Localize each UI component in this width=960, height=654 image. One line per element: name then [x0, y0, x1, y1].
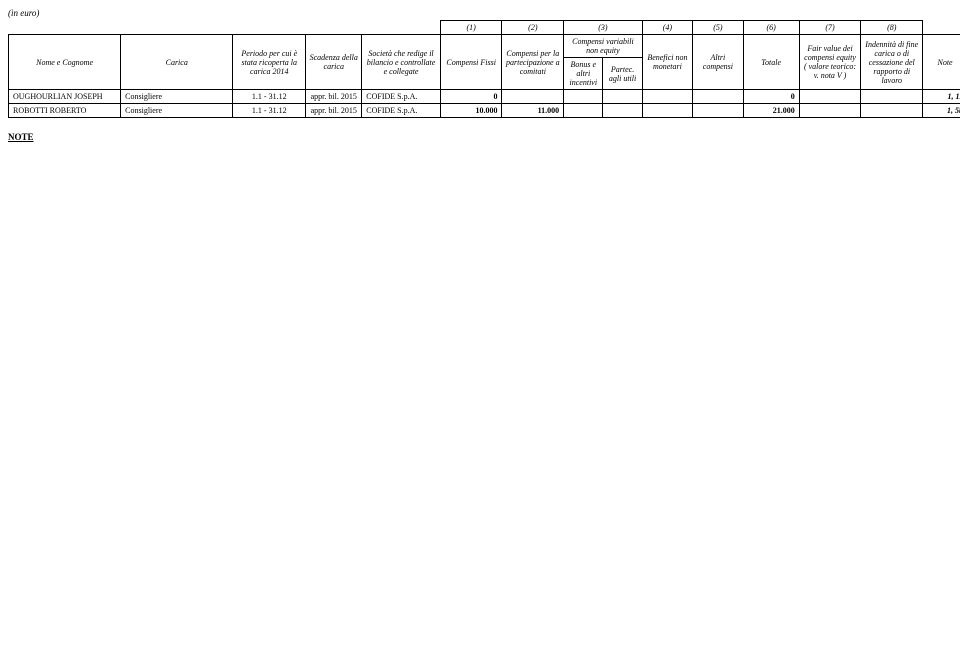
currency-label: (in euro) [8, 8, 960, 18]
notes-title: NOTE [8, 132, 960, 142]
notes-section: NOTE [8, 132, 960, 160]
cell: 1, 11 [923, 90, 960, 104]
cell: Consigliere [121, 104, 233, 118]
cell: 0 [743, 90, 799, 104]
cell [564, 90, 603, 104]
cell [861, 90, 923, 104]
table-row: ROBOTTI ROBERTOConsigliere1.1 - 31.12app… [9, 104, 960, 118]
cell [861, 104, 923, 118]
compensation-table: (1)(2)(3)(4)(5)(6)(7)(8) Nome e Cognome … [8, 20, 960, 118]
header-row: Nome e Cognome Carica Periodo per cui è … [9, 35, 960, 58]
cell: ROBOTTI ROBERTO [9, 104, 121, 118]
cell: COFIDE S.p.A. [362, 104, 441, 118]
cell [693, 104, 743, 118]
col-numbers-row: (1)(2)(3)(4)(5)(6)(7)(8) [9, 21, 960, 35]
cell: 0 [440, 90, 502, 104]
cell [799, 90, 861, 104]
cell [799, 104, 861, 118]
table-row: OUGHOURLIAN JOSEPHConsigliere1.1 - 31.12… [9, 90, 960, 104]
cell: OUGHOURLIAN JOSEPH [9, 90, 121, 104]
cell: 10.000 [440, 104, 502, 118]
cell: Consigliere [121, 90, 233, 104]
cell [693, 90, 743, 104]
cell: appr. bil. 2015 [306, 90, 362, 104]
cell: 1, 5b [923, 104, 960, 118]
cell: COFIDE S.p.A. [362, 90, 441, 104]
cell: appr. bil. 2015 [306, 104, 362, 118]
cell: 11.000 [502, 104, 564, 118]
cell: 21.000 [743, 104, 799, 118]
cell: 1.1 - 31.12 [233, 90, 306, 104]
cell [564, 104, 603, 118]
cell [603, 90, 642, 104]
cell: 1.1 - 31.12 [233, 104, 306, 118]
cell [642, 90, 692, 104]
cell [642, 104, 692, 118]
cell [502, 90, 564, 104]
cell [603, 104, 642, 118]
